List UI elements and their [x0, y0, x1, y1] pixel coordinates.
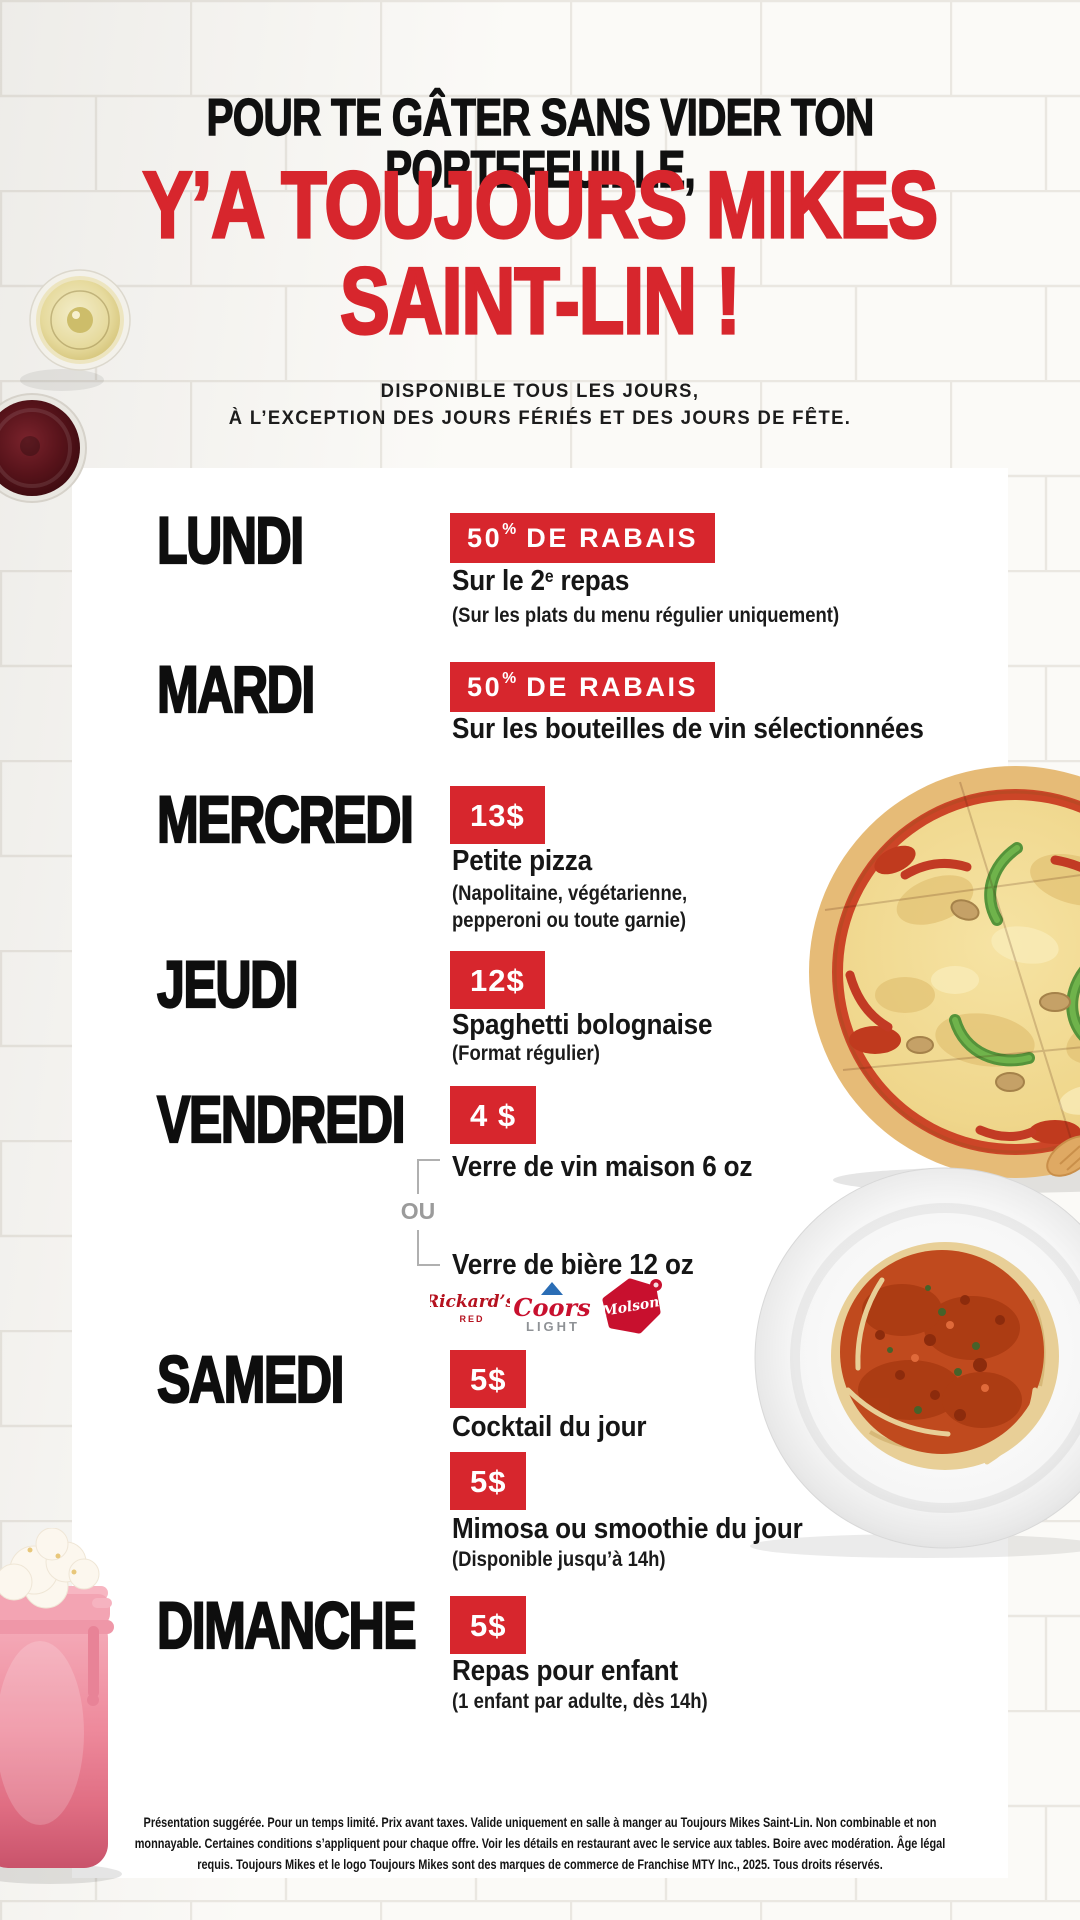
day-label-mercredi: MERCREDI [156, 782, 415, 856]
red-wine-glass-image [0, 393, 87, 503]
offer-title: Sur les bouteilles de vin sélectionnées [452, 713, 924, 745]
subtitle-line-2: À L’EXCEPTION DES JOURS FÉRIÉS ET DES JO… [228, 408, 852, 429]
offer-title: Spaghetti bolognaise [452, 1009, 713, 1041]
offer-option-1: Verre de vin maison 6 oz [452, 1151, 753, 1183]
legal-fine-print: Présentation suggérée. Pour un temps lim… [119, 1812, 961, 1875]
or-label: OU [400, 1198, 436, 1224]
offer-title: Cocktail du jour [452, 1411, 647, 1443]
offer-badge: 5$ [450, 1452, 527, 1510]
offer-title: Mimosa ou smoothie du jour [452, 1513, 803, 1545]
day-label-vendredi: VENDREDI [156, 1082, 406, 1156]
header-line-3: SAINT-LIN ! [339, 248, 742, 353]
svg-text:LIGHT: LIGHT [526, 1319, 580, 1334]
badge-value: 50 [467, 522, 503, 553]
day-label-dimanche: DIMANCHE [156, 1588, 417, 1662]
molson-logo: Molson [600, 1278, 662, 1334]
svg-text:RED: RED [459, 1314, 484, 1324]
coors-light-logo: Coors LIGHT [513, 1282, 591, 1334]
offer-note: (Napolitaine, végétarienne, [452, 882, 688, 905]
offer-title: Repas pour enfant [452, 1655, 679, 1687]
day-label-mardi: MARDI [156, 652, 316, 726]
subtitle-line-1: DISPONIBLE TOUS LES JOURS, [380, 381, 700, 402]
coors-mountain-icon [541, 1282, 563, 1295]
header-line-1: POUR TE GÂTER SANS VIDER TON PORTEFEUILL… [206, 89, 875, 199]
offer-badge: 13$ [450, 786, 545, 844]
offer-note: (Sur les plats du menu régulier uniqueme… [452, 604, 840, 627]
offer-badge: 12$ [450, 951, 545, 1009]
wine-glasses-image [0, 269, 131, 503]
offer-note: (Disponible jusqu’à 14h) [452, 1548, 666, 1571]
offer-note: pepperoni ou toute garnie) [452, 909, 687, 932]
legal-line: Présentation suggérée. Pour un temps lim… [143, 1814, 937, 1830]
day-label-lundi: LUNDI [156, 503, 305, 577]
rickards-red-logo: Rickard’s RED [430, 1292, 510, 1324]
header-line-2: Y’A TOUJOURS MIKES [141, 152, 939, 257]
svg-text:Coors: Coors [513, 1293, 591, 1322]
pizza-image [809, 766, 1080, 1193]
smoothie-jar-image [0, 1528, 122, 1884]
badge-text: DE RABAIS [516, 522, 699, 553]
or-bracket [417, 1159, 440, 1266]
badge-superscript: % [502, 521, 517, 539]
day-label-jeudi: JEUDI [156, 947, 299, 1021]
offer-badge: 4 $ [450, 1086, 537, 1144]
offer-badge: 50% DE RABAIS [450, 513, 716, 563]
offer-note: (Format régulier) [452, 1042, 600, 1065]
white-wine-glass-image [20, 269, 131, 391]
svg-text:Rickard’s: Rickard’s [430, 1292, 510, 1312]
offer-note: (1 enfant par adulte, dès 14h) [452, 1690, 708, 1713]
offer-badge: 5$ [450, 1596, 527, 1654]
legal-line: requis. Toujours Mikes et le logo Toujou… [197, 1856, 883, 1872]
spaghetti-plate-image [750, 1167, 1080, 1558]
legal-line: monnayable. Certaines conditions s’appli… [134, 1835, 946, 1851]
offer-badge: 50% DE RABAIS [450, 662, 716, 712]
offer-badge: 5$ [450, 1350, 527, 1408]
day-label-samedi: SAMEDI [156, 1342, 345, 1416]
offer-title: Sur le 2e repas [452, 565, 630, 597]
offer-title: Petite pizza [452, 845, 592, 877]
offer-option-2: Verre de bière 12 oz [452, 1249, 694, 1281]
